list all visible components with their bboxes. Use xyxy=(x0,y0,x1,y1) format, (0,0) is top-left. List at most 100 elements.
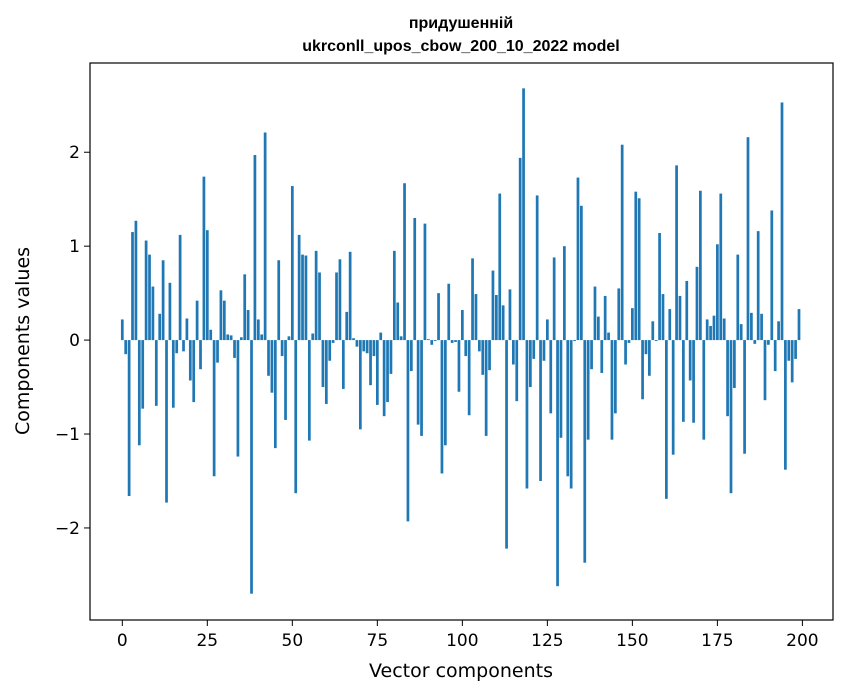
x-axis-label: Vector components xyxy=(369,660,553,682)
bar-67 xyxy=(348,251,352,341)
bar-101 xyxy=(464,340,468,357)
bar-108 xyxy=(488,340,491,371)
bar-61 xyxy=(328,340,332,361)
bar-156 xyxy=(651,321,655,341)
bar-188 xyxy=(760,313,763,341)
bar-30 xyxy=(222,300,226,341)
bar-79 xyxy=(389,340,393,374)
bar-180 xyxy=(733,340,736,388)
bar-54 xyxy=(304,255,308,341)
bar-144 xyxy=(610,340,614,440)
bars-group xyxy=(120,88,801,594)
bar-7 xyxy=(144,240,148,341)
bar-8 xyxy=(148,254,151,341)
bar-13 xyxy=(165,340,168,503)
bar-6 xyxy=(141,340,145,409)
bar-167 xyxy=(688,340,692,381)
bar-158 xyxy=(658,233,661,341)
bar-157 xyxy=(654,340,658,342)
bar-68 xyxy=(352,338,355,341)
bar-17 xyxy=(178,234,182,341)
bar-42 xyxy=(263,132,267,341)
bar-112 xyxy=(501,305,505,341)
bar-125 xyxy=(546,319,549,341)
bar-77 xyxy=(382,340,386,417)
bar-15 xyxy=(171,340,175,408)
bar-64 xyxy=(338,259,342,341)
bar-62 xyxy=(331,340,335,343)
bar-131 xyxy=(566,340,570,477)
bar-65 xyxy=(341,340,345,389)
bar-187 xyxy=(756,231,760,341)
bar-128 xyxy=(556,340,559,587)
bar-60 xyxy=(324,340,328,404)
bar-130 xyxy=(563,246,566,341)
bar-94 xyxy=(440,340,444,474)
y-tick-label: −1 xyxy=(55,425,80,445)
bar-151 xyxy=(634,191,638,341)
bar-21 xyxy=(192,340,196,403)
bar-137 xyxy=(586,340,590,440)
bar-124 xyxy=(542,340,546,361)
bar-34 xyxy=(236,340,240,457)
bar-195 xyxy=(784,340,787,470)
bar-53 xyxy=(301,254,304,341)
bar-39 xyxy=(253,155,257,341)
bar-31 xyxy=(226,334,230,341)
bar-25 xyxy=(205,230,209,341)
bar-88 xyxy=(420,340,423,436)
bar-140 xyxy=(597,316,600,341)
bar-182 xyxy=(739,324,743,341)
bar-198 xyxy=(794,340,797,359)
bar-115 xyxy=(512,340,515,365)
bar-73 xyxy=(369,340,372,386)
bar-114 xyxy=(508,289,512,341)
bar-113 xyxy=(505,340,508,549)
bar-179 xyxy=(729,340,733,494)
bar-166 xyxy=(685,280,689,341)
bar-59 xyxy=(321,340,325,388)
bar-96 xyxy=(447,283,451,341)
bar-27 xyxy=(212,340,216,477)
bar-160 xyxy=(665,340,668,499)
bar-3 xyxy=(131,232,134,341)
bar-16 xyxy=(175,340,179,354)
bar-100 xyxy=(460,310,464,341)
bar-122 xyxy=(535,195,539,341)
bar-78 xyxy=(386,340,389,403)
chart-subtitle: ukrconll_upos_cbow_200_10_2022 model xyxy=(302,38,619,55)
bar-9 xyxy=(151,286,155,341)
bar-46 xyxy=(277,260,281,341)
y-tick-label: 2 xyxy=(69,143,80,163)
bar-70 xyxy=(358,340,362,430)
bar-86 xyxy=(413,217,417,341)
bar-38 xyxy=(250,340,253,594)
bar-133 xyxy=(573,340,576,342)
bar-92 xyxy=(433,340,437,342)
bar-72 xyxy=(365,340,369,354)
bar-74 xyxy=(372,340,376,357)
bar-119 xyxy=(525,340,529,489)
bar-37 xyxy=(246,310,250,341)
bar-141 xyxy=(600,340,604,373)
bar-105 xyxy=(477,340,481,352)
bar-147 xyxy=(620,144,624,341)
bar-193 xyxy=(777,321,780,341)
bar-176 xyxy=(719,193,723,341)
bar-56 xyxy=(311,333,315,341)
bar-10 xyxy=(154,340,158,406)
bar-84 xyxy=(406,340,410,522)
bar-165 xyxy=(682,340,685,422)
bar-189 xyxy=(763,340,767,401)
bar-90 xyxy=(426,339,430,341)
bar-89 xyxy=(423,223,427,341)
bar-69 xyxy=(355,340,359,347)
bar-104 xyxy=(474,294,478,341)
bar-194 xyxy=(780,102,784,341)
bar-2 xyxy=(127,340,131,497)
bar-71 xyxy=(362,340,366,352)
bar-155 xyxy=(648,340,651,376)
bar-173 xyxy=(709,326,712,341)
bar-98 xyxy=(454,340,457,342)
bar-184 xyxy=(746,137,750,341)
